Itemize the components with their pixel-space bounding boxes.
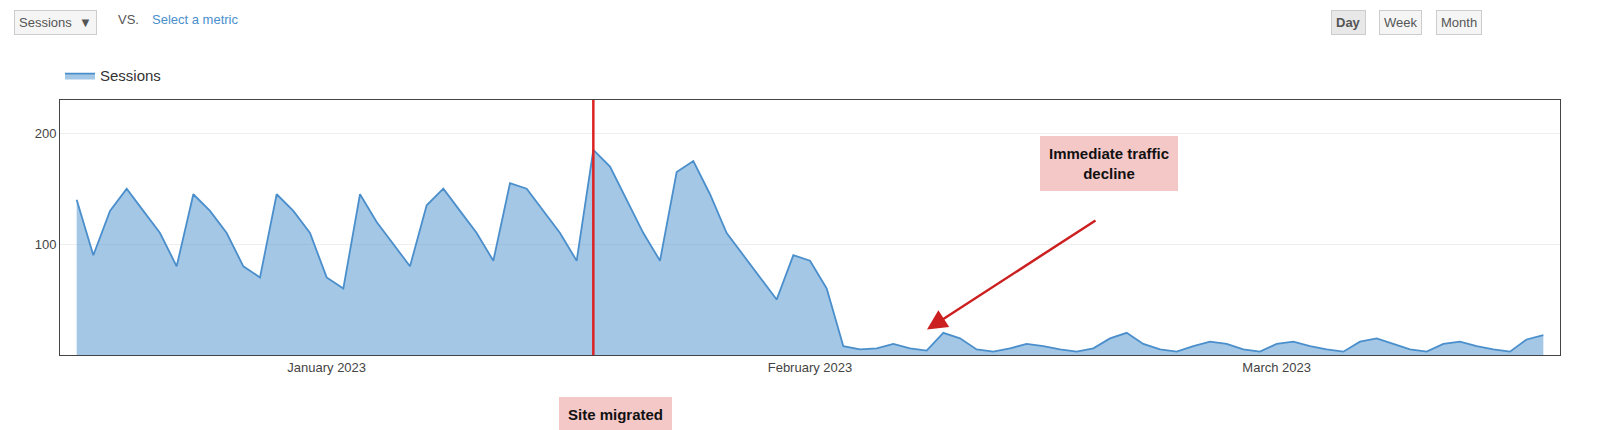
svg-text:January 2023: January 2023 — [287, 360, 366, 375]
svg-text:200: 200 — [35, 126, 57, 141]
svg-text:February 2023: February 2023 — [768, 360, 853, 375]
svg-text:March 2023: March 2023 — [1242, 360, 1311, 375]
svg-text:Select a metric: Select a metric — [152, 12, 238, 27]
svg-text:Immediate trafficdecline: Immediate trafficdecline — [1049, 145, 1169, 182]
svg-text:Sessions ▼: Sessions ▼ — [19, 15, 92, 30]
svg-text:100: 100 — [35, 237, 57, 252]
svg-text:Site migrated: Site migrated — [568, 406, 663, 423]
svg-text:Day: Day — [1336, 15, 1361, 30]
svg-text:VS.: VS. — [118, 12, 139, 27]
svg-text:Sessions: Sessions — [100, 67, 161, 84]
svg-text:Month: Month — [1441, 15, 1477, 30]
svg-text:Week: Week — [1384, 15, 1417, 30]
